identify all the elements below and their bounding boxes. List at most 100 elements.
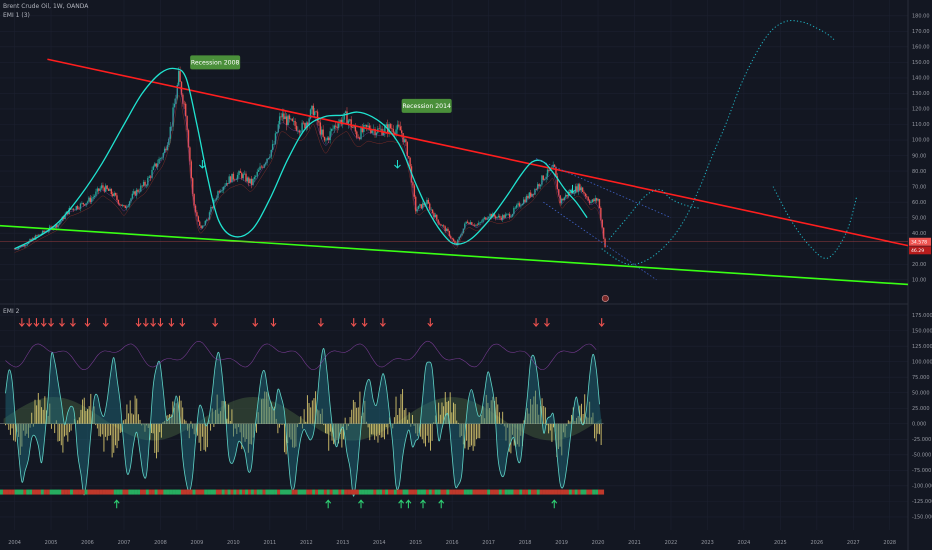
sell-signal-arrow-icon[interactable] [212, 318, 219, 328]
price-tag[interactable] [909, 237, 931, 246]
indicator-title[interactable]: EMI 1 (3) [3, 12, 30, 19]
price-tick-label[interactable]: 90.00 [912, 153, 926, 159]
sell-signal-arrow-icon[interactable] [533, 318, 539, 328]
time-tick-label[interactable]: 2020 [592, 540, 605, 546]
time-tick-label[interactable]: 2022 [665, 540, 678, 546]
oscillator-tick-label[interactable]: 0.000 [912, 421, 926, 427]
buy-signal-arrow-icon[interactable] [438, 499, 445, 509]
buy-signal-arrow-icon[interactable] [113, 499, 120, 509]
price-tick-label[interactable]: 60.00 [912, 200, 926, 206]
buy-signal-arrow-icon[interactable] [551, 499, 558, 509]
recession-annotation-box[interactable] [190, 55, 241, 70]
price-tick-label[interactable]: 110.00 [912, 122, 930, 128]
projection-path[interactable] [608, 189, 701, 240]
time-tick-label[interactable]: 2028 [883, 540, 896, 546]
buy-signal-arrow-icon[interactable] [325, 499, 332, 509]
sell-signal-arrow-icon[interactable] [84, 318, 91, 328]
oscillator-tick-label[interactable]: -150.000 [912, 515, 932, 521]
time-tick-label[interactable]: 2019 [555, 540, 568, 546]
time-tick-label[interactable]: 2010 [227, 540, 240, 546]
time-tick-label[interactable]: 2014 [373, 540, 386, 546]
oscillator-tick-label[interactable]: -50.000 [912, 453, 931, 459]
sell-signal-arrow-icon[interactable] [317, 318, 324, 328]
oscillator-tick-label[interactable]: -125.000 [912, 499, 932, 505]
lower-indicator-title[interactable]: EMI 2 [3, 308, 20, 315]
price-tick-label[interactable]: 140.00 [912, 76, 930, 82]
sell-signal-arrow-icon[interactable] [26, 318, 33, 328]
projection-path[interactable] [772, 186, 858, 259]
sell-signal-arrow-icon[interactable] [70, 318, 76, 328]
sell-signal-arrow-icon[interactable] [102, 318, 109, 328]
time-tick-label[interactable]: 2007 [118, 540, 131, 546]
sell-signal-arrow-icon[interactable] [18, 318, 25, 328]
buy-signal-arrow-icon[interactable] [358, 499, 364, 509]
time-tick-label[interactable]: 2009 [191, 540, 204, 546]
price-tick-label[interactable]: 50.00 [912, 215, 926, 221]
time-axis[interactable]: 2004 2005 2006 2007 2008 2009 2010 2011 2012 2013… [8, 540, 896, 546]
sell-signal-arrow-icon[interactable] [48, 318, 54, 328]
price-pane[interactable] [0, 20, 909, 286]
oscillator-tick-label[interactable]: 125.000 [912, 344, 932, 350]
sell-signal-arrow-icon[interactable] [598, 318, 605, 328]
price-tick-label[interactable]: 120.00 [912, 107, 930, 113]
price-tick-label[interactable]: 20.00 [912, 262, 926, 268]
time-tick-label[interactable]: 2025 [774, 540, 787, 546]
support-trendline[interactable] [0, 224, 909, 286]
sell-signal-arrow-icon[interactable] [427, 318, 434, 328]
price-tick-label[interactable]: 170.00 [912, 29, 930, 35]
oscillator-tick-label[interactable]: 50.000 [912, 390, 930, 396]
sell-signal-arrow-icon[interactable] [135, 318, 142, 328]
sell-signal-arrow-icon[interactable] [379, 318, 386, 328]
time-tick-label[interactable]: 2024 [738, 540, 751, 546]
sell-signal-arrow-icon[interactable] [179, 318, 186, 328]
price-tick-label[interactable]: 100.00 [912, 138, 930, 144]
time-tick-label[interactable]: 2008 [154, 540, 167, 546]
time-tick-label[interactable]: 2011 [263, 540, 276, 546]
cycle-curve[interactable] [14, 67, 588, 250]
time-tick-label[interactable]: 2015 [409, 540, 422, 546]
time-tick-label[interactable]: 2005 [45, 540, 58, 546]
sell-signal-arrow-icon[interactable] [361, 318, 368, 328]
sell-signal-arrow-icon[interactable] [157, 318, 164, 328]
time-tick-label[interactable]: 2016 [446, 540, 459, 546]
time-tick-label[interactable]: 2006 [81, 540, 94, 546]
sell-signal-arrow-icon[interactable] [350, 318, 357, 328]
sell-signal-arrow-icon[interactable] [33, 318, 40, 328]
oscillator-tick-label[interactable]: 25.000 [912, 406, 930, 412]
price-tag[interactable] [909, 246, 931, 255]
price-tick-label[interactable]: 150.00 [912, 60, 930, 66]
time-tick-label[interactable]: 2018 [519, 540, 532, 546]
buy-signal-arrow-icon[interactable] [398, 499, 405, 509]
oscillator-tick-label[interactable]: 175.000 [912, 313, 932, 319]
buy-signal-arrow-icon[interactable] [405, 499, 412, 509]
oscillator-tick-label[interactable]: 150.000 [912, 328, 932, 334]
sell-signal-arrow-icon[interactable] [544, 318, 550, 328]
price-tick-label[interactable]: 180.00 [912, 13, 930, 19]
oscillator-tick-label[interactable]: 75.000 [912, 375, 930, 381]
sell-signal-arrow-icon[interactable] [40, 318, 47, 328]
time-tick-label[interactable]: 2021 [628, 540, 641, 546]
time-tick-label[interactable]: 2004 [8, 540, 21, 546]
buy-signal-arrow-icon[interactable] [420, 499, 426, 509]
price-tick-label[interactable]: 80.00 [912, 169, 926, 175]
time-tick-label[interactable]: 2027 [847, 540, 860, 546]
oscillator-line[interactable] [5, 348, 600, 497]
price-tick-label[interactable]: 130.00 [912, 91, 930, 97]
recession-annotation-box[interactable] [401, 98, 452, 113]
sell-signal-arrow-icon[interactable] [252, 318, 259, 328]
price-tick-label[interactable]: 70.00 [912, 184, 926, 190]
time-tick-label[interactable]: 2026 [810, 540, 823, 546]
time-tick-label[interactable]: 2017 [482, 540, 495, 546]
sell-signal-arrow-icon[interactable] [142, 318, 149, 328]
sell-signal-arrow-icon[interactable] [168, 318, 175, 328]
oscillator-tick-label[interactable]: 100.000 [912, 359, 932, 365]
sell-signal-arrow-icon[interactable] [270, 318, 277, 328]
resistance-trendline[interactable] [47, 58, 909, 247]
event-marker-icon[interactable] [601, 294, 609, 302]
oscillator-tick-label[interactable]: -75.000 [912, 468, 931, 474]
time-tick-label[interactable]: 2023 [701, 540, 714, 546]
price-tick-label[interactable]: 10.00 [912, 278, 926, 284]
sell-signal-arrow-icon[interactable] [59, 318, 65, 328]
price-tick-label[interactable]: 40.00 [912, 231, 926, 237]
oscillator-axis[interactable]: 175.000 150.000 125.000 100.000 75.000 50.000… [912, 313, 932, 521]
